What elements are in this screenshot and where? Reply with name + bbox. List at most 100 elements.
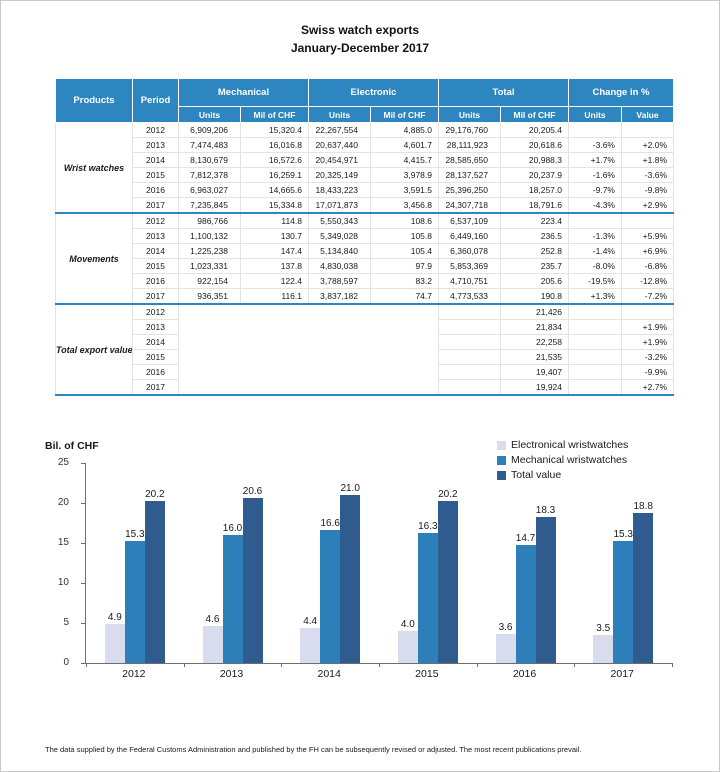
cell-change-units: [568, 349, 622, 365]
empty-region: [178, 334, 439, 350]
cell-mechanical-units: 7,474,483: [178, 137, 241, 153]
cell-change-units: -1.4%: [568, 243, 622, 259]
empty-region: [178, 349, 439, 365]
table-header: Products Period Mechanical Electronic To…: [55, 78, 675, 123]
cell-electronic-units: 5,550,343: [308, 212, 371, 229]
cell-total-chf: 18,791.6: [500, 197, 569, 214]
cell-electronic-chf: 3,591.5: [370, 182, 439, 198]
bar-wrapper: 3.6: [495, 622, 516, 663]
table-row: 2016 19,407 -9.9%: [56, 364, 675, 380]
bar-value-label: 20.2: [438, 489, 458, 501]
cell-mechanical-units: 1,100,132: [178, 228, 241, 244]
table-row: 2013 21,834 +1.9%: [56, 319, 675, 335]
subheader-change-value: Value: [620, 106, 675, 123]
cell-period: 2014: [132, 334, 179, 350]
table-row: 2017 936,351 116.1 3,837,182 74.7 4,773,533 19…: [56, 288, 675, 305]
cell-period: 2014: [132, 243, 179, 259]
subheader-change-units: Units: [568, 106, 622, 123]
cell-electronic-units: 3,788,597: [308, 273, 371, 289]
y-tick-label: 10: [57, 577, 69, 588]
cell-change-units: -3.6%: [568, 137, 622, 153]
cell-total-chf: 235.7: [500, 258, 569, 274]
cell-period: 2015: [132, 349, 179, 365]
cell-change-value: -9.8%: [620, 182, 675, 198]
bar-mechanical-wristwatches: [613, 540, 634, 663]
cell-electronic-chf: 4,601.7: [370, 137, 439, 153]
cell-period: 2013: [132, 137, 179, 153]
title-line-1: Swiss watch exports: [300, 23, 420, 37]
cell-electronic-chf: 105.8: [370, 228, 439, 244]
cell-period: 2016: [132, 273, 179, 289]
cell-mechanical-units: 1,225,238: [178, 243, 241, 259]
cell-electronic-chf: 83.2: [370, 273, 439, 289]
table-row: Total export value 2012 21,426: [55, 303, 675, 396]
cell-electronic-units: 5,134,840: [308, 243, 371, 259]
bar-total-value: [535, 516, 556, 663]
bar-total-value: [144, 501, 165, 663]
bar-wrapper: 14.7: [515, 533, 536, 663]
subheader-total-units: Units: [438, 106, 501, 123]
cell-change-units: -8.0%: [568, 258, 622, 274]
cell-mechanical-units: 6,963,027: [178, 182, 241, 198]
x-tick-mark: [183, 663, 185, 667]
y-axis-title: Bil. of CHF: [45, 440, 99, 452]
legend-swatch-icon: [497, 455, 506, 465]
cell-electronic-chf: 3,978.9: [370, 167, 439, 183]
cell-electronic-chf: 4,415.7: [370, 152, 439, 168]
cell-electronic-units: 17,071,873: [308, 197, 371, 214]
cell-change-units: +1.7%: [568, 152, 622, 168]
cell-change-value: [620, 122, 675, 138]
bar-mechanical-wristwatches: [222, 535, 243, 663]
cell-total-chf: 21,834: [500, 319, 569, 335]
x-tick-mark: [379, 663, 380, 667]
bar-mechanical-wristwatches: [515, 545, 536, 663]
bar-wrapper: 16.6: [320, 518, 341, 663]
y-tick-label: 15: [57, 537, 69, 548]
cell-change-units: [568, 334, 622, 350]
cell-change-units: -1.6%: [568, 167, 622, 183]
cell-total-chf: 19,924: [500, 379, 569, 396]
cell-total-units: 4,773,533: [438, 288, 501, 305]
cell-total-units: 28,111,923: [438, 137, 501, 153]
cell-change-value: [620, 303, 675, 320]
cell-mechanical-chf: 116.1: [240, 288, 309, 305]
cell-mechanical-units: 936,351: [178, 288, 241, 305]
cell-change-units: [568, 212, 622, 229]
empty-region: [178, 364, 439, 380]
cell-change-value: +1.9%: [620, 319, 675, 335]
plot-area: 4.9 15.3 20.2 4.6 16.0 20.6 4.4 16.6 21.0 4.0 16.3…: [81, 463, 673, 667]
bar-wrapper: 20.6: [242, 486, 263, 663]
legend-label: Electronical wristwatches: [511, 439, 629, 451]
cell-total-units: 28,137,527: [438, 167, 501, 183]
bar-value-label: 14.7: [515, 533, 536, 545]
subheader-mechanical-units: Units: [178, 106, 241, 123]
cell-total-units: [438, 303, 501, 320]
bar-value-label: 15.3: [125, 528, 145, 540]
bar-group: 4.4 16.6 21.0: [281, 463, 379, 663]
cell-change-units: -1.3%: [568, 228, 622, 244]
cell-mechanical-units: 6,909,206: [178, 122, 241, 138]
bar-wrapper: 20.2: [144, 489, 165, 663]
x-tick-mark: [86, 663, 87, 667]
page-title: Swiss watch exports January-December 201…: [0, 21, 720, 57]
empty-region: [178, 319, 439, 335]
cell-period: 2013: [132, 228, 179, 244]
header-change-in-pct: Change in %: [567, 78, 675, 107]
cell-electronic-chf: 108.6: [370, 212, 439, 229]
bar-electronical-wristwatches: [202, 626, 223, 663]
cell-change-units: -4.3%: [568, 197, 622, 214]
x-tick-mark: [574, 663, 576, 667]
cell-mechanical-units: 986,766: [178, 212, 241, 229]
table-row: 2014 22,258 +1.9%: [56, 334, 675, 350]
y-tick-mark: [81, 543, 86, 544]
bar-value-label: 4.6: [205, 614, 220, 626]
cell-electronic-units: 20,454,971: [308, 152, 371, 168]
cell-change-value: +2.9%: [620, 197, 675, 214]
cell-electronic-units: 3,837,182: [308, 288, 371, 305]
bar-value-label: 4.9: [107, 611, 122, 623]
cell-change-units: -9.7%: [568, 182, 622, 198]
table-row: 2015 7,812,378 16,259.1 20,325,149 3,978.9 28…: [56, 167, 675, 183]
x-tick-mark: [476, 663, 478, 667]
cell-change-units: +1.3%: [568, 288, 622, 305]
cell-mechanical-chf: 114.8: [240, 212, 309, 229]
